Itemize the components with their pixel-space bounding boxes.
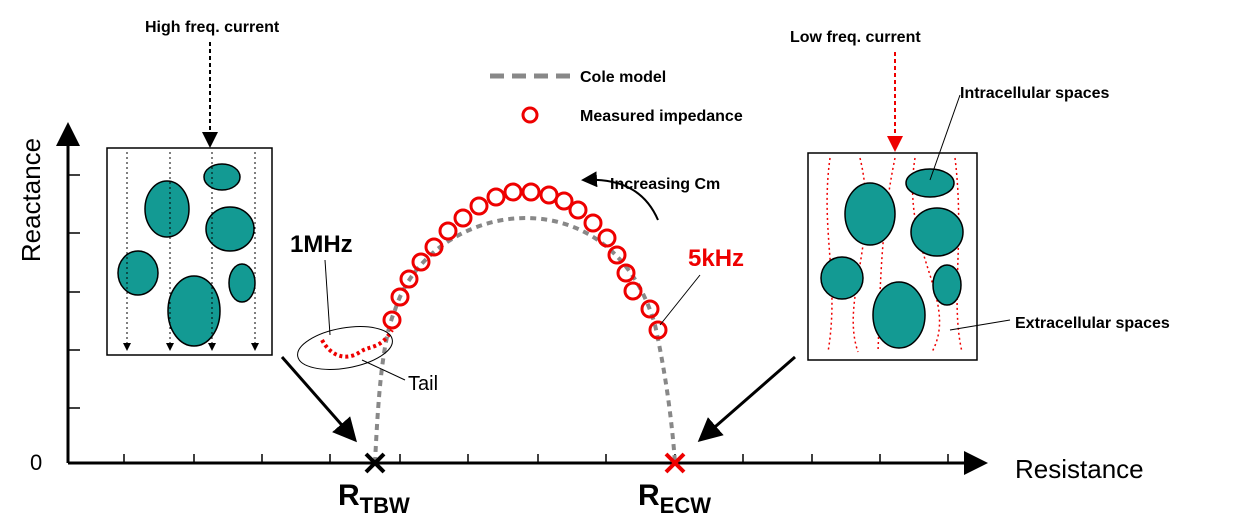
cole-curve <box>373 216 677 464</box>
y-axis-label: Reactance <box>16 138 46 262</box>
leader-line <box>361 359 406 381</box>
legend-text: Measured impedance <box>580 108 743 125</box>
legend-marker <box>521 106 539 124</box>
leader-line <box>929 94 961 181</box>
marker-sub: TBW <box>360 493 410 518</box>
tail-points <box>320 328 394 359</box>
marker-label: RECW <box>638 479 711 518</box>
tbw-marker <box>364 452 386 474</box>
right-panel <box>807 152 978 361</box>
leader-line <box>659 274 701 326</box>
legend-text: Cole model <box>580 69 666 86</box>
axes <box>56 122 988 475</box>
marker-label: RTBW <box>338 479 410 518</box>
left-panel <box>106 147 273 356</box>
marker-main: R <box>338 479 360 512</box>
measured-points <box>382 182 668 340</box>
curved-arrow <box>581 171 659 221</box>
tail-ellipse <box>297 326 393 370</box>
leader-line <box>949 319 1011 331</box>
origin-label: 0 <box>30 450 42 475</box>
annotation: 1MHz <box>290 231 353 258</box>
marker-main: R <box>638 479 660 512</box>
leader-line <box>324 259 331 336</box>
x-axis-label: Resistance <box>1015 454 1144 484</box>
pointer-arrow <box>697 355 796 442</box>
pointer-arrow <box>280 356 357 443</box>
label: Extracellular spaces <box>1015 315 1170 332</box>
annotation: 5kHz <box>688 245 744 272</box>
marker-sub: ECW <box>660 493 712 518</box>
panel-title: Low freq. current <box>790 29 921 46</box>
panel-title: High freq. current <box>145 19 280 36</box>
ecw-marker <box>664 452 686 474</box>
label: Intracellular spaces <box>960 85 1110 102</box>
annotation: Increasing Cm <box>610 176 720 193</box>
annotation: Tail <box>408 373 438 395</box>
